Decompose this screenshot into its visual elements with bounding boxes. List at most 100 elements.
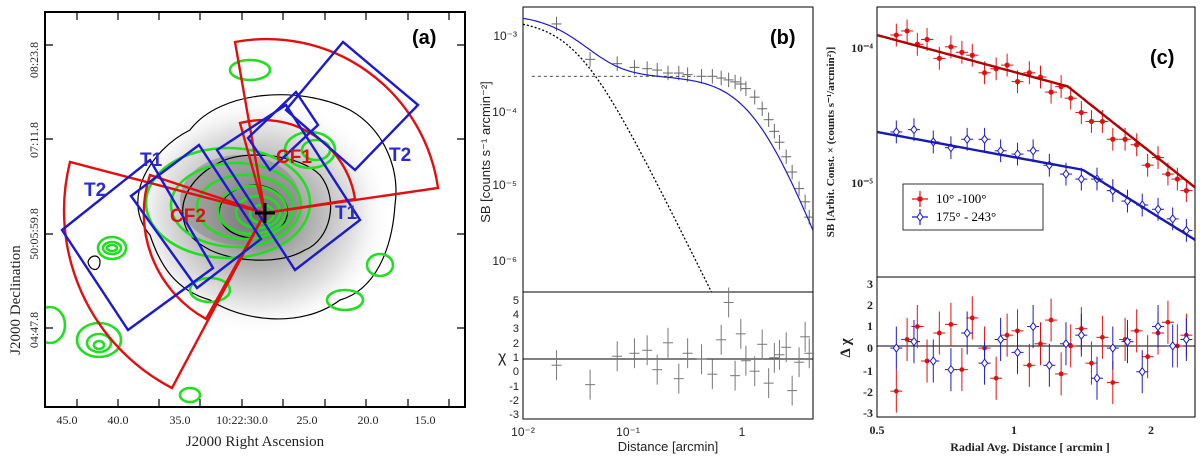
- c-red-point: [955, 40, 968, 64]
- b-residual-point: [612, 341, 623, 372]
- b-residual-point: [682, 338, 693, 369]
- c-red-residual: [1001, 313, 1014, 357]
- b-residual-point: [800, 321, 811, 352]
- b-residual-point: [629, 338, 640, 369]
- b-residual-point: [749, 356, 760, 387]
- b-data-point: [642, 61, 653, 76]
- b-data-points: [551, 16, 813, 225]
- a-xtick-label: 10:22:30.0: [216, 413, 268, 427]
- a-xtick-label: 40.0: [108, 413, 129, 427]
- region-label-t2-left: T2: [84, 180, 106, 201]
- c-residual-points: [890, 296, 1193, 413]
- c-blue-point: [961, 127, 974, 151]
- b-residual-point: [716, 324, 727, 355]
- c-red-residual: [1055, 352, 1068, 396]
- c-red-point: [1085, 110, 1098, 133]
- c-red-point: [1001, 53, 1014, 77]
- panel-a: T1 T2 CF1 CF2 T1 T2 (a) 45.0 40.0 35.0 1…: [8, 11, 466, 450]
- b-residual-points: [551, 287, 815, 406]
- c-red-residual: [1085, 341, 1098, 385]
- c-blue-residual: [978, 341, 991, 385]
- c-resid-ylabel: Δ χ: [838, 337, 854, 357]
- c-red-point: [1141, 153, 1154, 177]
- panel-b-xticks: 10⁻² 10⁻¹ 1: [511, 425, 746, 439]
- c-red-residual: [901, 317, 914, 361]
- panel-b-yticks: 10⁻³ 10⁻⁴ 10⁻⁵ 10⁻⁶: [492, 29, 517, 268]
- b-resid-ytick: 2: [513, 338, 519, 350]
- c-blue-residual: [1166, 324, 1179, 368]
- b-xtick-label: 10⁻¹: [616, 425, 640, 439]
- c-xlabel: Radial Avg. Distance [ arcmin ]: [950, 440, 1110, 454]
- c-series-red-points: [890, 19, 1193, 203]
- panel-b-label: (b): [770, 27, 796, 49]
- b-residual-point: [642, 335, 653, 366]
- b-residual-point: [696, 344, 707, 375]
- c-blue-residual: [961, 311, 974, 355]
- c-blue-residual: [1043, 343, 1056, 387]
- region-label-t1-left: T1: [140, 150, 163, 171]
- c-red-point: [1045, 80, 1058, 104]
- c-blue-residual: [944, 348, 957, 392]
- b-data-point: [787, 164, 798, 180]
- c-xtick-label: 2: [1148, 423, 1154, 437]
- b-residual-point: [652, 354, 663, 385]
- region-label-t1-right: T1: [335, 203, 358, 224]
- panel-c-resid-yticks: -3 -2 -1 0 1 2 3: [863, 277, 873, 420]
- c-resid-ytick: 2: [867, 298, 873, 312]
- b-resid-ytick: 1: [513, 352, 519, 364]
- b-residual-point: [663, 327, 673, 358]
- c-blue-residual: [1106, 326, 1119, 370]
- c-red-point: [1106, 127, 1119, 151]
- b-data-point: [652, 62, 663, 78]
- c-red-residual: [1045, 298, 1058, 342]
- c-blue-residual: [1059, 322, 1072, 366]
- a-ytick-label: 04:47.8: [27, 312, 41, 348]
- c-red-point: [978, 61, 991, 85]
- b-data-point: [794, 181, 805, 196]
- region-label-t2-right: T2: [389, 145, 411, 166]
- c-blue-residual: [1027, 305, 1040, 349]
- b-data-point: [749, 89, 760, 105]
- panel-a-yticks: 04:47.8 50:05:59.8 07:11.8 08:23.8: [27, 42, 41, 348]
- b-data-point: [696, 69, 707, 84]
- a-xlabel: J2000 Right Ascension: [186, 434, 325, 450]
- c-blue-point: [1011, 142, 1024, 166]
- b-resid-ytick: 4: [513, 309, 519, 321]
- c-xtick-label: 1: [1011, 423, 1017, 437]
- c-red-point: [966, 43, 979, 67]
- c-resid-ytick: 3: [867, 277, 873, 291]
- b-residual-point: [794, 347, 805, 378]
- c-legend-blue-label: 175° - 243°: [936, 209, 996, 224]
- c-blue-residual: [1152, 305, 1165, 349]
- b-main-frame: [522, 6, 814, 293]
- c-resid-ytick: -2: [863, 385, 873, 399]
- b-resid-ylabel: χ: [498, 349, 507, 366]
- b-residual-point: [740, 345, 751, 376]
- c-blue-residual: [907, 320, 920, 364]
- panel-b: (b) 10⁻² 10⁻¹ 1 Distance [arcmin] 10⁻³ 1…: [478, 6, 815, 454]
- c-blue-point: [978, 127, 991, 151]
- c-blue-point: [994, 139, 1007, 163]
- b-residual-point: [673, 363, 684, 394]
- b-data-point: [735, 76, 746, 92]
- black-contour-outer: [137, 94, 397, 320]
- b-data-point: [673, 65, 684, 81]
- c-red-residual: [933, 311, 946, 355]
- panel-a-xticks: 45.0 40.0 35.0 10:22:30.0 25.0 20.0 15.0: [57, 413, 436, 427]
- b-ytick-label: 10⁻³: [493, 29, 517, 43]
- b-resid-ytick: -1: [509, 381, 519, 393]
- panel-a-frame: [44, 11, 466, 408]
- a-ytick-label: 08:23.8: [27, 42, 41, 78]
- b-ytick-label: 10⁻⁴: [492, 105, 517, 119]
- black-contour-mid: [182, 154, 332, 261]
- c-blue-model-line: [877, 130, 1195, 241]
- c-legend-red-label: 10° -100°: [936, 191, 986, 206]
- c-blue-point: [1027, 139, 1040, 163]
- c-red-point: [890, 23, 903, 47]
- c-blue-residual: [1090, 356, 1103, 400]
- c-red-point: [1023, 61, 1036, 85]
- b-data-point: [707, 69, 718, 84]
- xray-image: [45, 37, 440, 404]
- c-resid-ytick: -3: [863, 406, 873, 420]
